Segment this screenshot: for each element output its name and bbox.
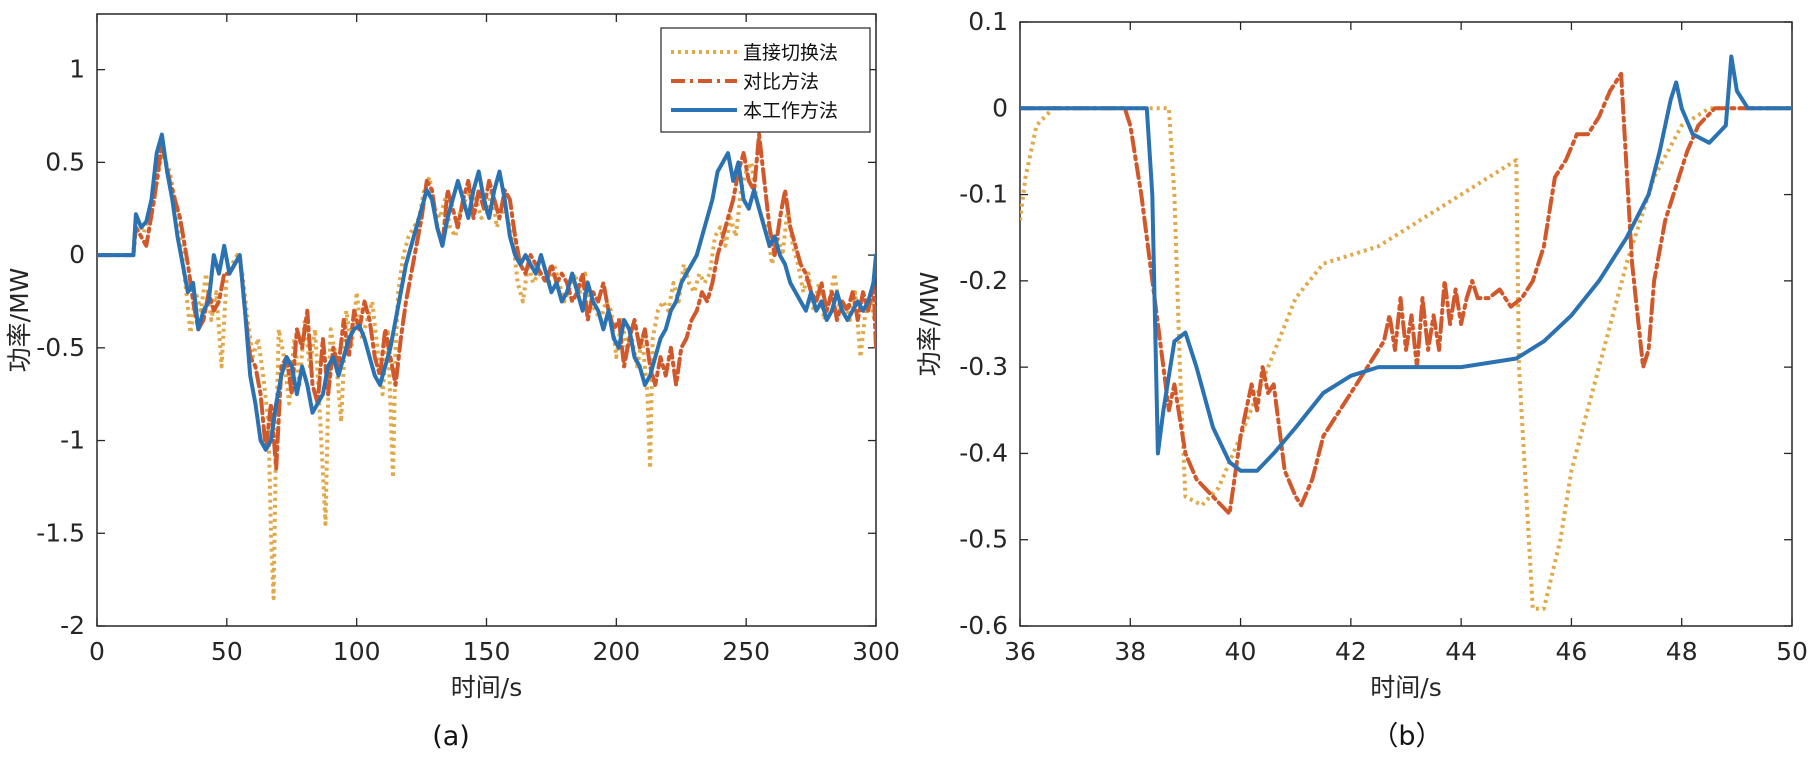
p0-series-line-2 (97, 132, 876, 452)
p0-legend-label-1: 对比方法 (743, 71, 819, 93)
p0-legend-box (660, 27, 871, 133)
p1-series-line-1 (1020, 71, 1792, 516)
p1-series-line-0 (1020, 106, 1792, 611)
p1-y-tick-label: -0.2 (959, 266, 1008, 295)
p0-legend-label-0: 直接切换法 (743, 42, 838, 64)
p1-y-tick-label: -0.5 (959, 525, 1008, 554)
p0-y-tick-label: 1 (69, 55, 85, 84)
p1-x-tick-label: 40 (1225, 637, 1257, 666)
p1-panel-caption: （b） (1371, 721, 1442, 752)
p0-x-tick-label: 250 (722, 637, 770, 666)
p0-x-tick-label: 200 (592, 637, 640, 666)
p0-legend-label-2: 本工作方法 (743, 100, 838, 122)
p0-y-tick-label: -1.5 (36, 518, 85, 547)
p1-series-group (1020, 54, 1792, 611)
p0-series-group (97, 132, 876, 601)
p0-x-axis-label: 时间/s (451, 673, 522, 702)
p1-x-tick-label: 48 (1666, 637, 1698, 666)
p1-x-tick-label: 38 (1114, 637, 1146, 666)
p1-y-tick-label: 0 (992, 93, 1008, 122)
p0-y-tick-label: -1 (60, 426, 85, 455)
p1-x-tick-label: 42 (1335, 637, 1367, 666)
p1-x-tick-label: 36 (1004, 637, 1036, 666)
p1-y-tick-label: -0.4 (959, 438, 1008, 467)
p1-y-axis-label: 功率/MW (915, 272, 944, 377)
chart-panel-a: 0 50 100 150 200 250 300 -2 -1.5 -1 -0.5 0 0.5 1 时间/s 功… (5, 13, 900, 752)
chart-panel-b: 36 38 40 42 44 46 48 50 -0.6 -0.5 -0.4 -0.3 -0.2 -0.1… (915, 7, 1808, 752)
p0-x-tick-label: 300 (852, 637, 900, 666)
p0-y-tick-label: -0.5 (36, 333, 85, 362)
p1-x-tick-label: 46 (1556, 637, 1588, 666)
p1-y-tick-label: -0.3 (959, 352, 1008, 381)
p0-x-tick-label: 100 (333, 637, 381, 666)
p1-y-tick-label: -0.1 (959, 180, 1008, 209)
p0-series-line-1 (97, 132, 876, 471)
p1-y-tick-label: -0.6 (959, 611, 1008, 640)
p0-y-axis-label: 功率/MW (5, 268, 34, 373)
p0-x-tick-label: 0 (89, 637, 105, 666)
p0-x-tick-label: 50 (211, 637, 243, 666)
p1-plot-frame (1019, 21, 1793, 627)
p1-x-tick-label: 50 (1776, 637, 1808, 666)
p1-x-axis-label: 时间/s (1370, 673, 1441, 702)
p0-y-tick-label: 0.5 (45, 147, 85, 176)
p0-panel-caption: (a) (432, 721, 470, 752)
p0-x-tick-label: 150 (463, 637, 511, 666)
p1-series-line-2 (1020, 54, 1792, 473)
p1-x-tick-label: 44 (1445, 637, 1477, 666)
p0-y-tick-label: -2 (60, 611, 85, 640)
p0-y-tick-label: 0 (69, 240, 85, 269)
p1-y-tick-label: 0.1 (968, 7, 1008, 36)
